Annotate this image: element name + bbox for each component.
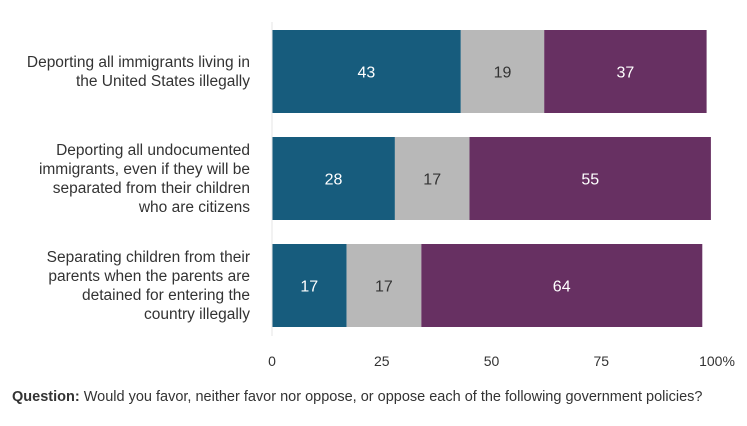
stacked-bar-chart: 43 19 37 Deporting all immigrants living in… [27,22,735,369]
category-label: who are citizens [138,199,250,216]
bar-value-label: 64 [553,279,571,296]
category-label: parents when the parents are [48,268,250,285]
bar-neither-1 [460,30,545,113]
bar-neither-2 [394,137,470,220]
category-label: separated from their children [53,180,250,197]
bar-value-label: 17 [375,279,393,296]
question-label: Question: [12,389,80,405]
x-tick-label: 0 [268,353,276,369]
bar-neither-3 [346,244,422,327]
bar-oppose-1 [544,30,707,113]
x-tick-label: 100% [699,353,735,369]
category-label: immigrants, even if they will be [39,161,250,178]
x-tick-label: 75 [594,353,610,369]
x-tick-label: 50 [484,353,500,369]
bar-value-label: 19 [494,65,512,82]
question-note: Question: Would you favor, neither favor… [12,388,712,407]
bar-favor-1 [272,30,461,113]
bar-value-label: 28 [325,172,343,189]
question-text: Would you favor, neither favor nor oppos… [79,389,703,405]
category-label: Deporting all undocumented [56,142,250,159]
bar-favor-3 [272,244,347,327]
bar-value-label: 17 [423,172,441,189]
bar-value-label: 17 [300,279,318,296]
category-label: the United States illegally [76,73,250,90]
category-label: Separating children from their [47,249,250,266]
bar-oppose-3 [421,244,703,327]
category-label: country illegally [144,306,250,323]
bar-value-label: 37 [617,65,635,82]
bar-value-label: 43 [358,65,376,82]
category-label: detained for entering the [82,287,250,304]
category-label: Deporting all immigrants living in [27,54,250,71]
x-tick-label: 25 [374,353,390,369]
bar-value-label: 55 [581,172,599,189]
bar-oppose-2 [469,137,711,220]
bar-favor-2 [272,137,395,220]
